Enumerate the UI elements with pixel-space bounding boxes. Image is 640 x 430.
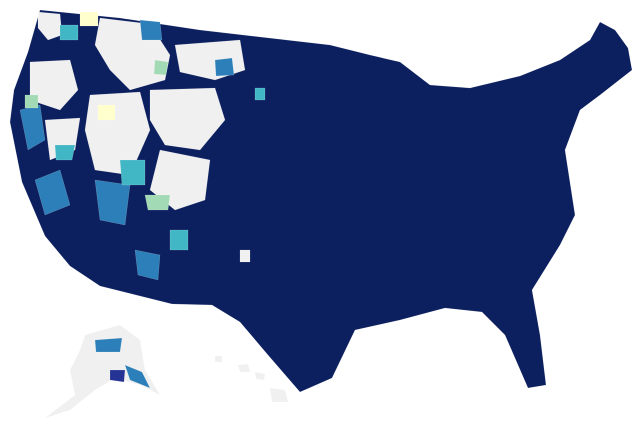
region	[94, 179, 131, 226]
region	[34, 169, 71, 216]
region	[97, 104, 116, 121]
region	[119, 159, 146, 186]
region	[149, 87, 226, 151]
region	[29, 59, 79, 111]
region	[24, 94, 39, 109]
hawaii	[214, 355, 289, 403]
region	[214, 57, 235, 77]
region	[79, 11, 99, 27]
region	[139, 19, 163, 41]
region	[239, 249, 251, 263]
region	[144, 194, 171, 211]
region	[94, 337, 123, 353]
region	[109, 369, 126, 383]
region	[153, 59, 169, 76]
region	[124, 364, 151, 389]
region	[54, 144, 76, 161]
regions	[9, 9, 633, 419]
region	[37, 11, 63, 41]
region	[254, 87, 266, 101]
region	[59, 24, 79, 41]
region	[134, 249, 161, 281]
alaska	[44, 324, 161, 419]
region	[169, 229, 189, 251]
